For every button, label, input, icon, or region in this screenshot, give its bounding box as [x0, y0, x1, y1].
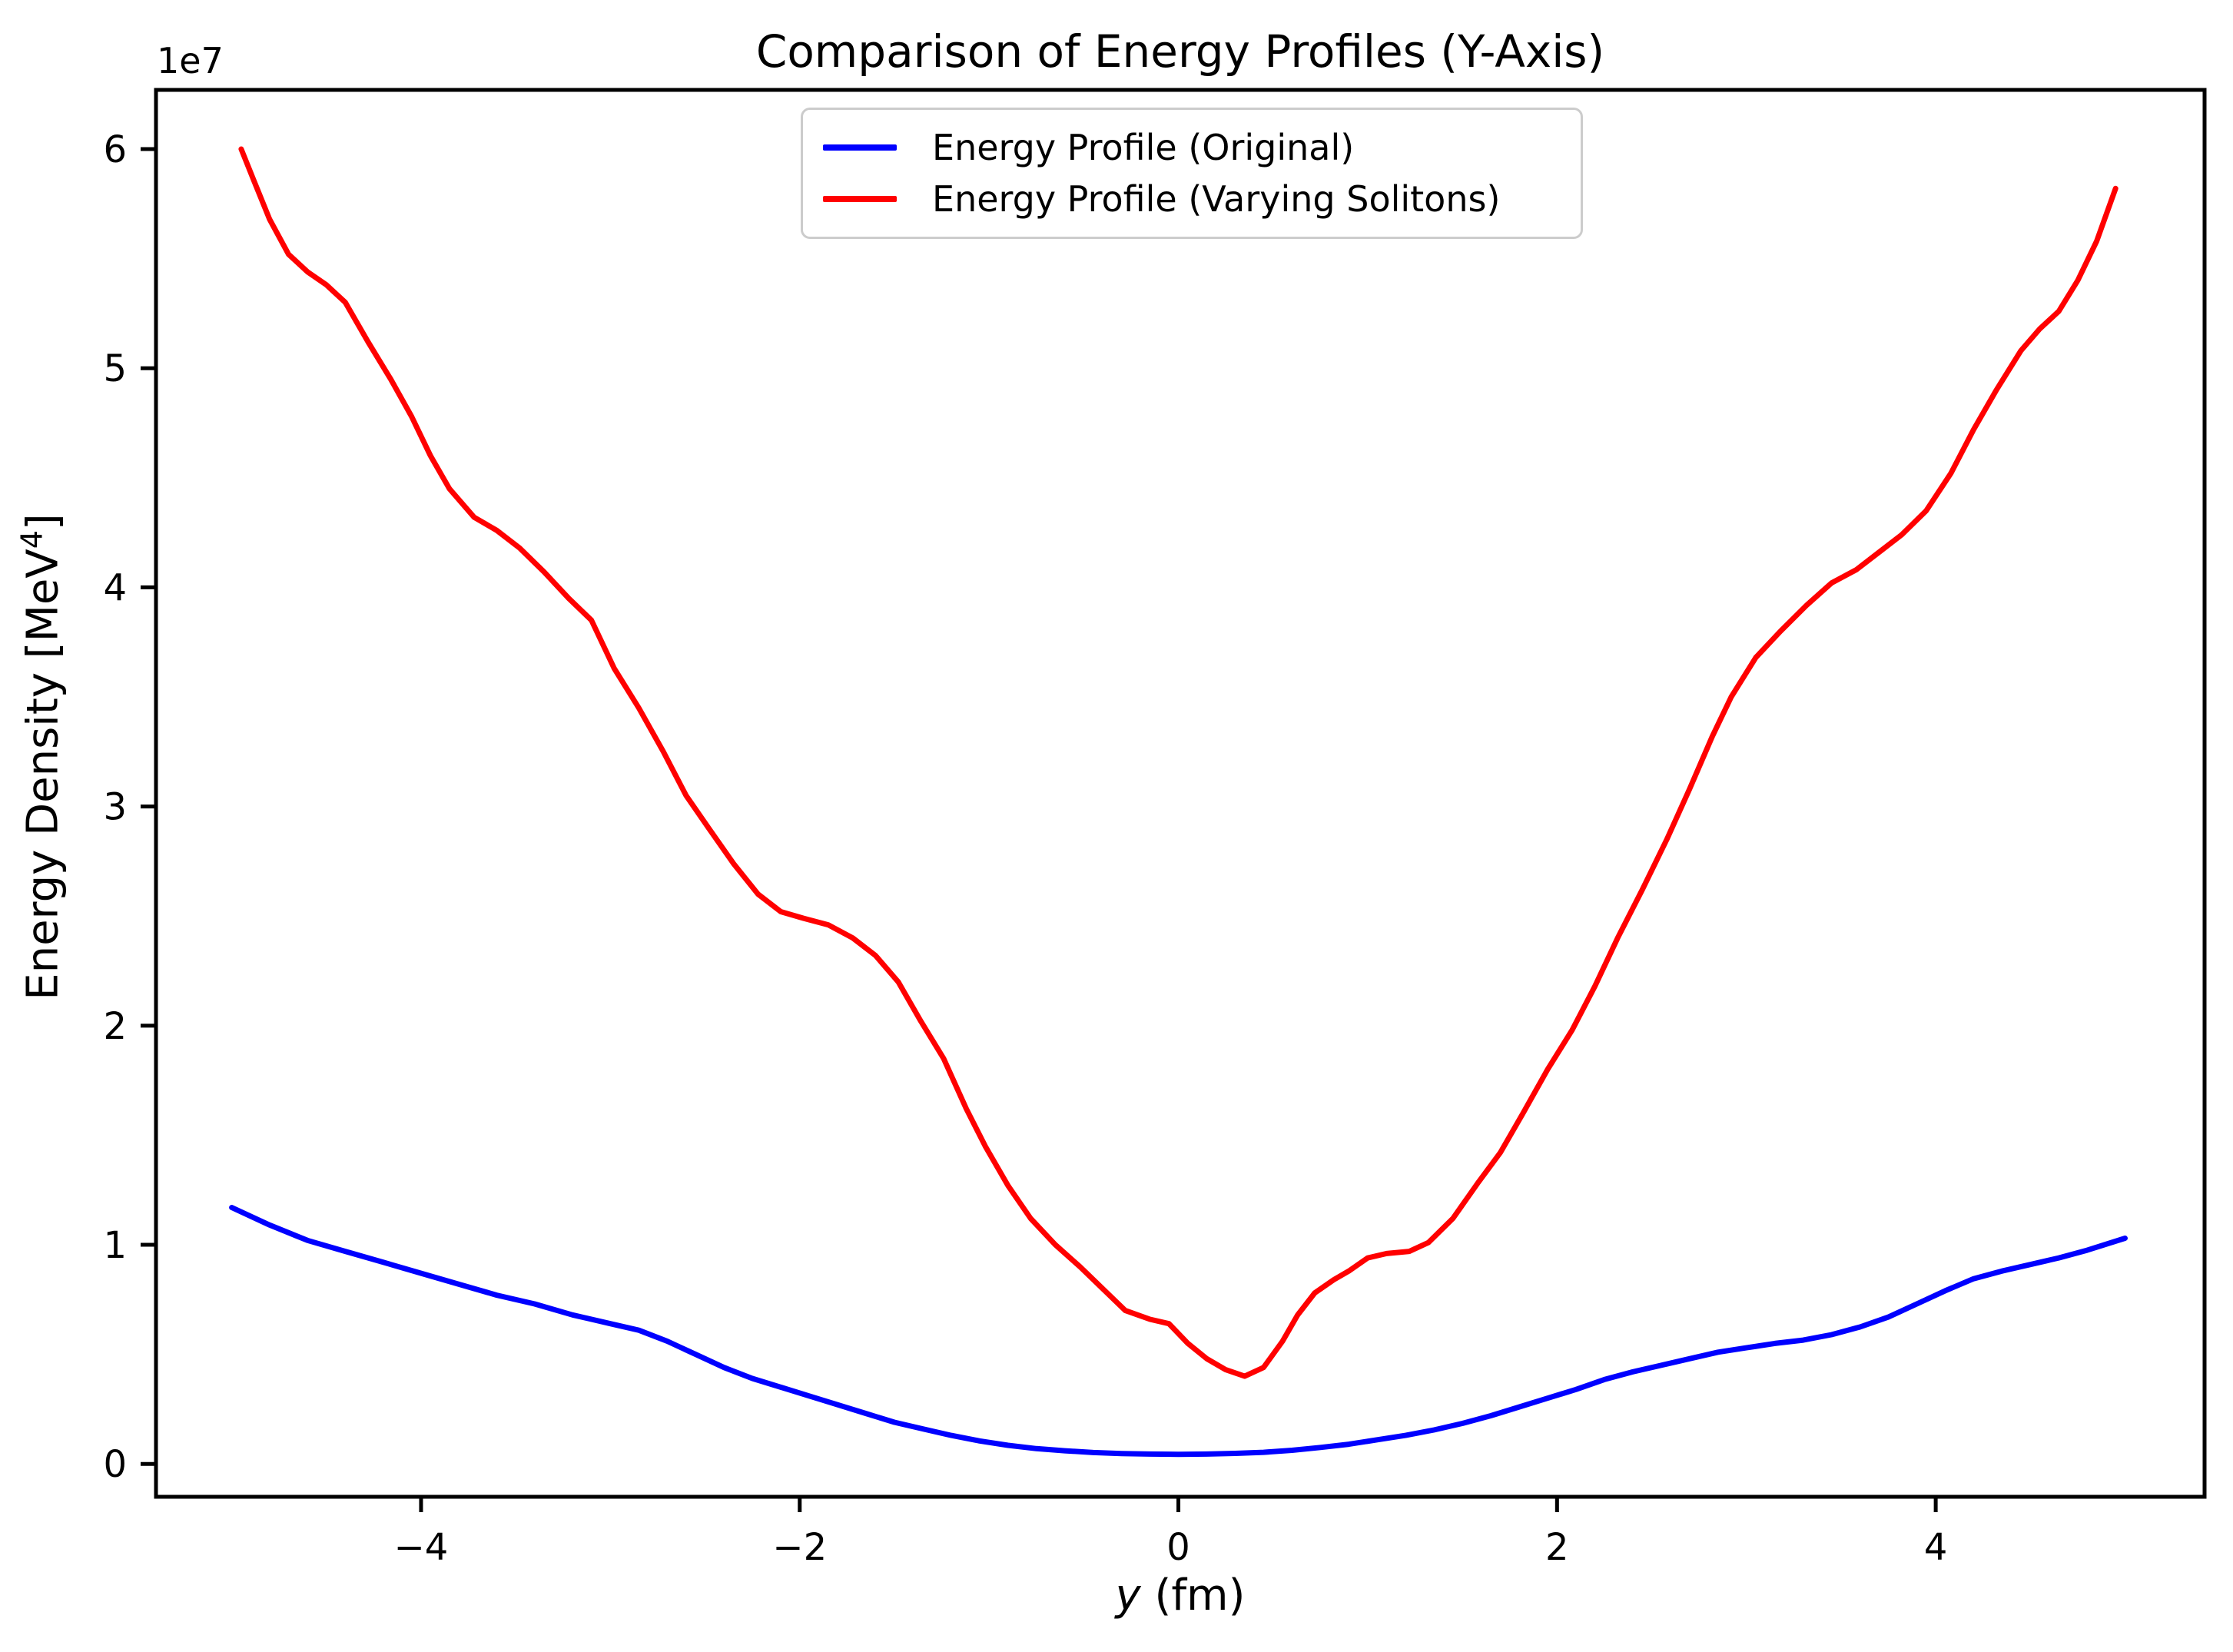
legend-label: Energy Profile (Varying Solitons) [932, 177, 1501, 220]
x-tick-label: 2 [1545, 1526, 1569, 1569]
x-tick-label: 4 [1924, 1526, 1948, 1569]
x-axis-label-variable: y [1115, 1571, 1141, 1620]
y-axis-label-base: Energy Density [MeV [18, 549, 68, 1000]
y-tick-label: 0 [103, 1443, 127, 1486]
legend-swatch-line [823, 195, 897, 202]
y-axis-label-exponent: 4 [15, 530, 49, 549]
y-axis-offset-label: 1e7 [157, 40, 224, 81]
chart-title: Comparison of Energy Profiles (Y-Axis) [755, 25, 1605, 78]
x-axis-label: y (fm) [156, 1571, 2205, 1620]
y-axis-label-close: ] [18, 513, 68, 531]
y-tick-label: 2 [103, 1005, 127, 1048]
legend-label: Energy Profile (Original) [932, 127, 1355, 169]
x-axis-label-unit: (fm) [1140, 1571, 1246, 1620]
legend-box: Energy Profile (Original) Energy Profile… [801, 108, 1583, 239]
series-line-energy-profile-varying-solitons [238, 146, 2119, 1379]
legend-entry-varying-solitons: Energy Profile (Varying Solitons) [823, 181, 1573, 217]
y-tick-label: 5 [103, 347, 127, 390]
x-tick-label: −2 [772, 1526, 827, 1569]
y-tick-label: 1 [103, 1224, 127, 1267]
x-tick-label: 0 [1166, 1526, 1190, 1569]
series-line-energy-profile-original [229, 1205, 2128, 1458]
y-axis-label: Energy Density [MeV4] [15, 513, 68, 1000]
y-tick-label: 3 [103, 786, 127, 829]
legend-entry-original: Energy Profile (Original) [823, 130, 1573, 165]
y-tick-label: 6 [103, 128, 127, 171]
y-tick-label: 4 [103, 566, 127, 609]
legend-swatch-line [823, 144, 897, 151]
x-tick-label: −4 [394, 1526, 449, 1569]
